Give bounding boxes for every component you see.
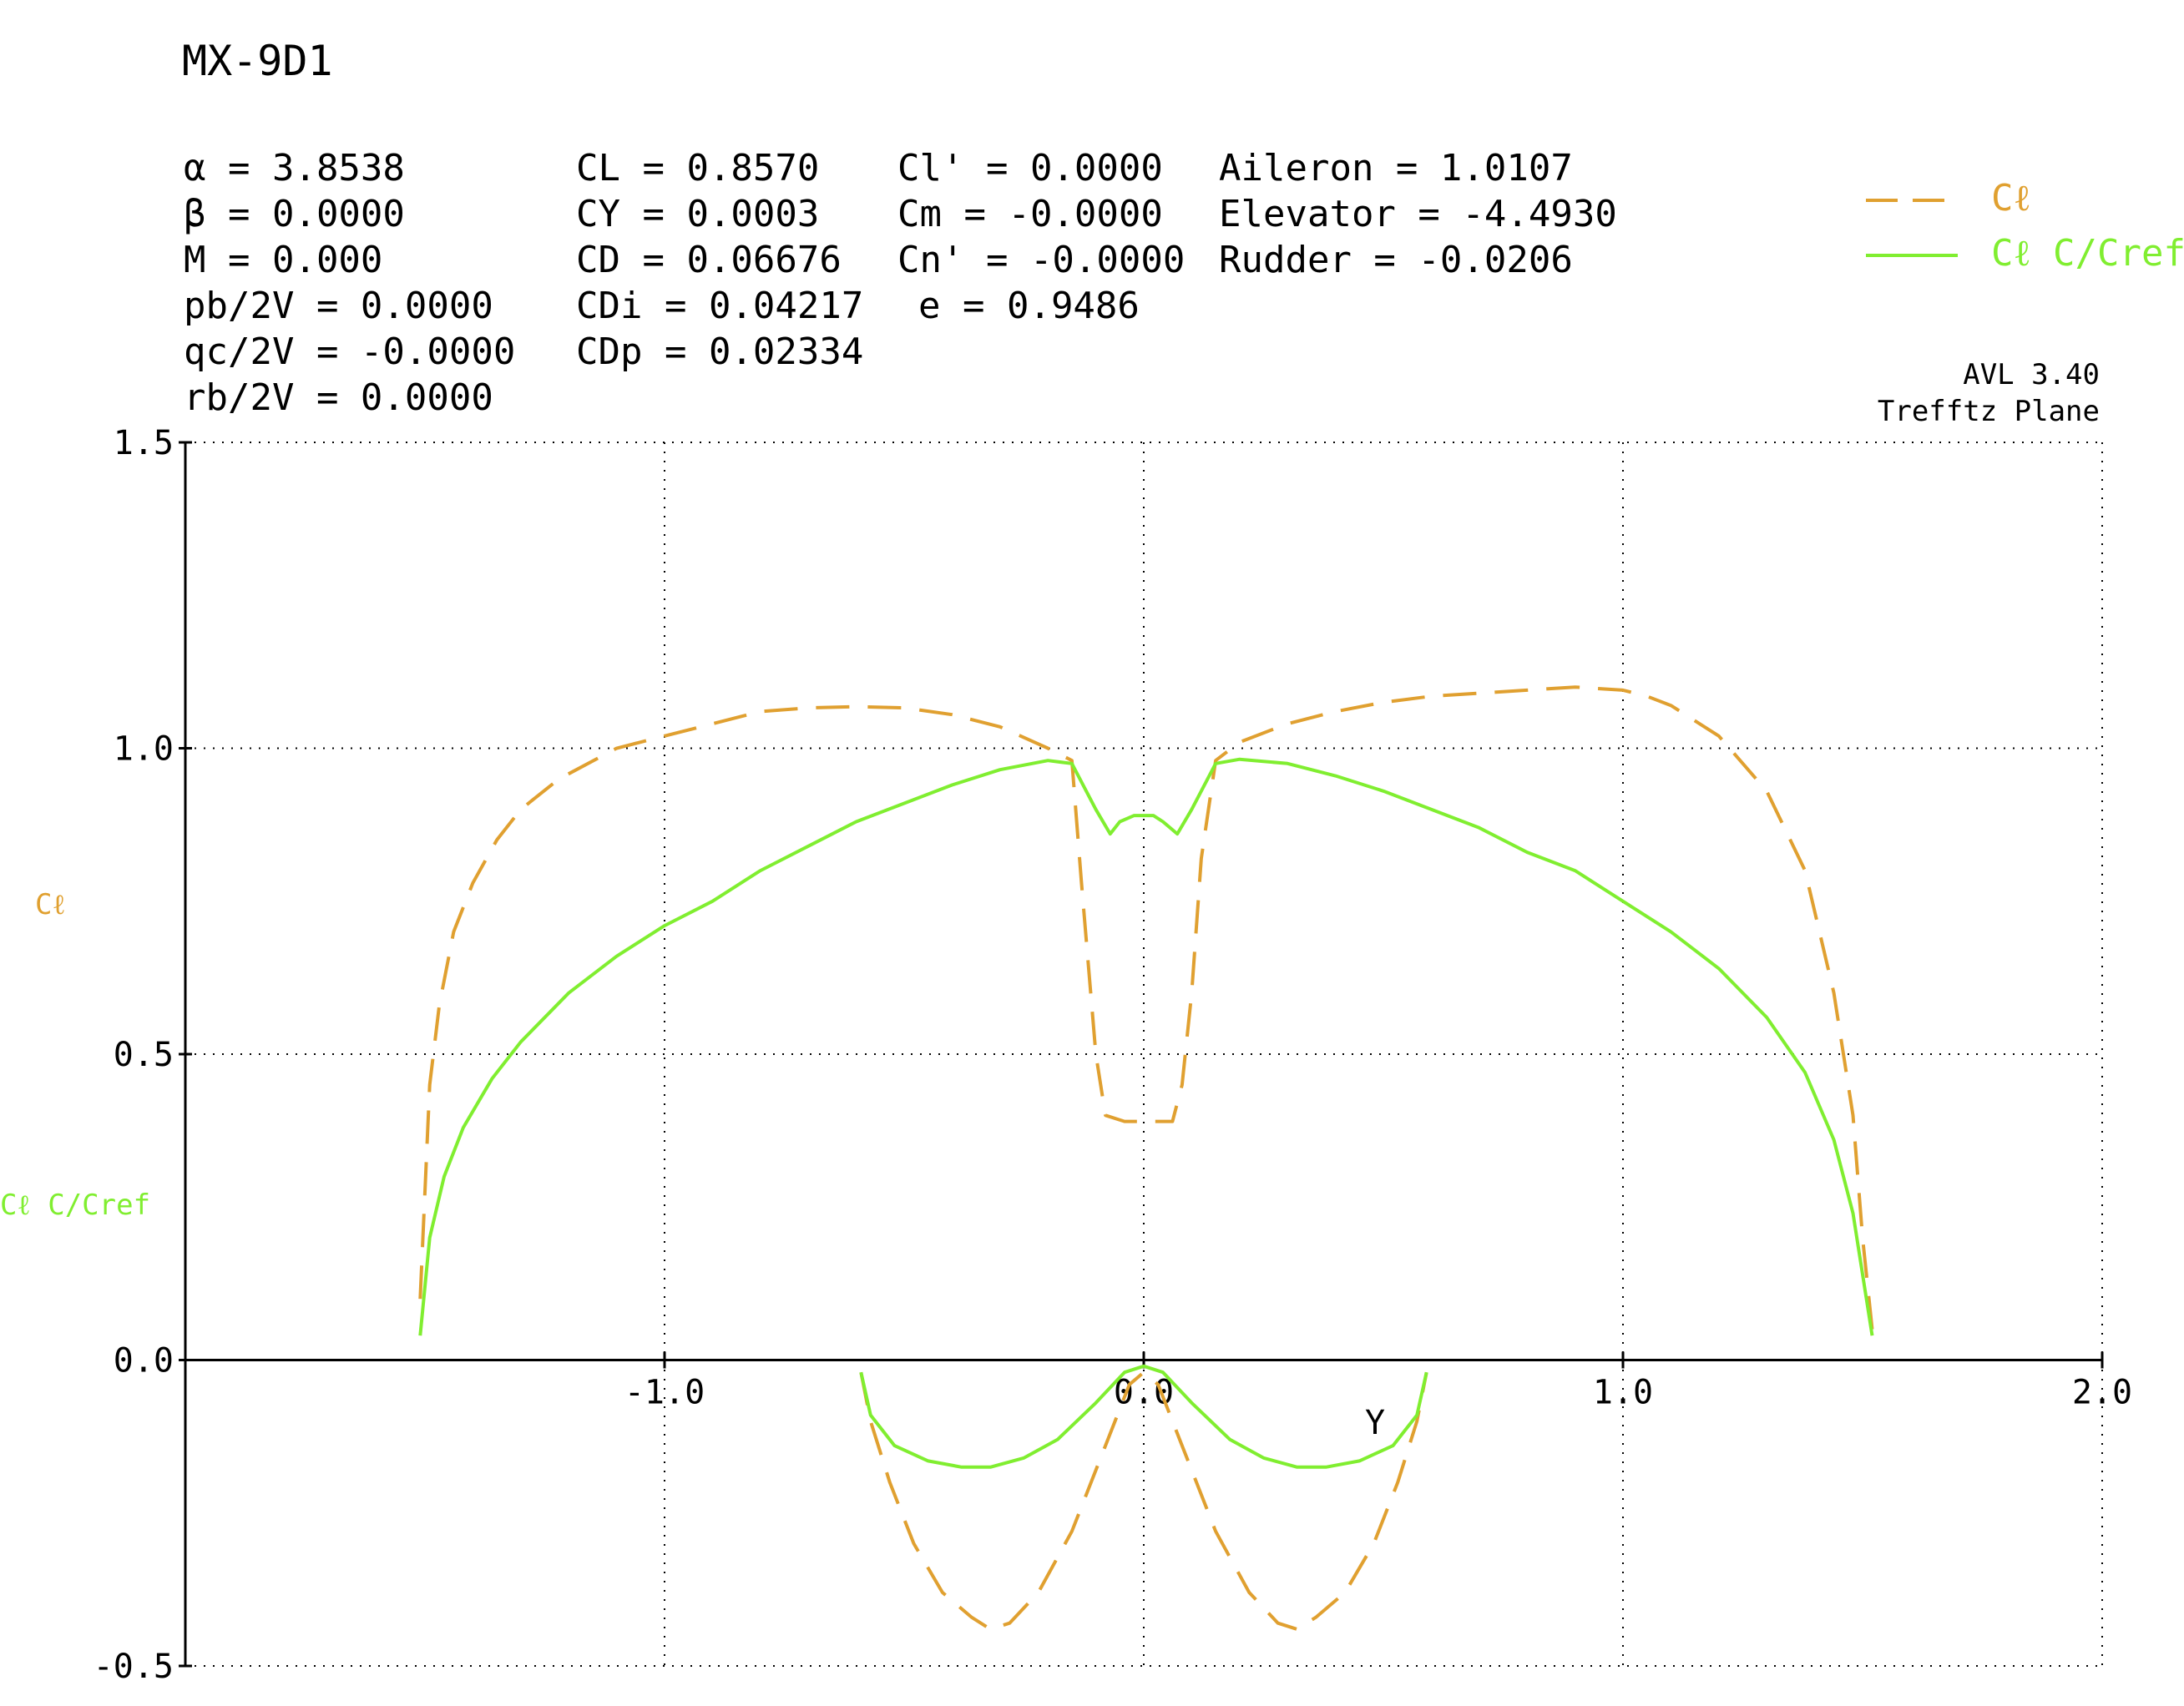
param-beta: β = 0.0000 bbox=[184, 193, 405, 235]
param-elevator: Elevator = -4.4930 bbox=[1219, 193, 1617, 235]
param-cn-prime: Cn' = -0.0000 bbox=[897, 239, 1185, 281]
x-tick-label: -1.0 bbox=[624, 1374, 705, 1412]
clc-curve-segment-2 bbox=[859, 1364, 1428, 1469]
series bbox=[418, 685, 1874, 1631]
y-tick-label: 0.0 bbox=[114, 1342, 174, 1380]
tick-labels: 1.5 1.0 0.5 0.0 -0.5 -1.0 0.0 1.0 2.0 bbox=[94, 424, 2132, 1686]
param-cd: CD = 0.06676 bbox=[576, 239, 842, 281]
param-mach: M = 0.000 bbox=[184, 239, 382, 281]
legend-cl-label: Cℓ bbox=[1991, 177, 2031, 220]
axes bbox=[179, 441, 2104, 1668]
param-qc2v: qc/2V = -0.0000 bbox=[184, 331, 515, 373]
y-tick-label: 1.5 bbox=[114, 424, 174, 462]
parameter-block: α = 3.8538 β = 0.0000 M = 0.000 pb/2V = … bbox=[184, 147, 1617, 419]
grid bbox=[185, 442, 2103, 1667]
plane-label: Trefftz Plane bbox=[1878, 395, 2100, 428]
param-pb2v: pb/2V = 0.0000 bbox=[184, 285, 493, 327]
param-cl: CL = 0.8570 bbox=[576, 147, 819, 189]
x-tick-label: 2.0 bbox=[2072, 1374, 2132, 1412]
param-cdp: CDp = 0.02334 bbox=[576, 331, 863, 373]
param-cl-prime: Cl' = 0.0000 bbox=[897, 147, 1163, 189]
clc-curve-segment-1 bbox=[418, 757, 1874, 1336]
x-tick-label: 0.0 bbox=[1114, 1374, 1174, 1412]
param-cy: CY = 0.0003 bbox=[576, 193, 819, 235]
param-aileron: Aileron = 1.0107 bbox=[1219, 147, 1573, 189]
x-tick-label: 1.0 bbox=[1593, 1374, 1653, 1412]
param-rudder: Rudder = -0.0206 bbox=[1219, 239, 1573, 281]
param-cdi: CDi = 0.04217 bbox=[576, 285, 863, 327]
y-tick-label: 1.0 bbox=[114, 730, 174, 769]
legend-clc-label: Cℓ C/Cref bbox=[1991, 232, 2184, 275]
y-tick-label: 0.5 bbox=[114, 1036, 174, 1074]
ylabel-cl: Cℓ bbox=[35, 888, 66, 921]
cl-curve-segment-2 bbox=[859, 1370, 1428, 1631]
param-rb2v: rb/2V = 0.0000 bbox=[184, 376, 493, 419]
chart-title: MX-9D1 bbox=[182, 37, 333, 85]
xlabel: Y bbox=[1365, 1404, 1385, 1442]
legend: Cℓ Cℓ C/Cref bbox=[1866, 177, 2184, 275]
version-label: AVL 3.40 bbox=[1963, 358, 2100, 391]
param-alpha: α = 3.8538 bbox=[184, 147, 405, 189]
ylabel-clc: Cℓ C/Cref bbox=[0, 1189, 150, 1222]
cl-curve-segment-1 bbox=[418, 685, 1874, 1330]
y-tick-label: -0.5 bbox=[94, 1648, 174, 1686]
param-cm: Cm = -0.0000 bbox=[897, 193, 1163, 235]
param-e: e = 0.9486 bbox=[918, 285, 1140, 327]
